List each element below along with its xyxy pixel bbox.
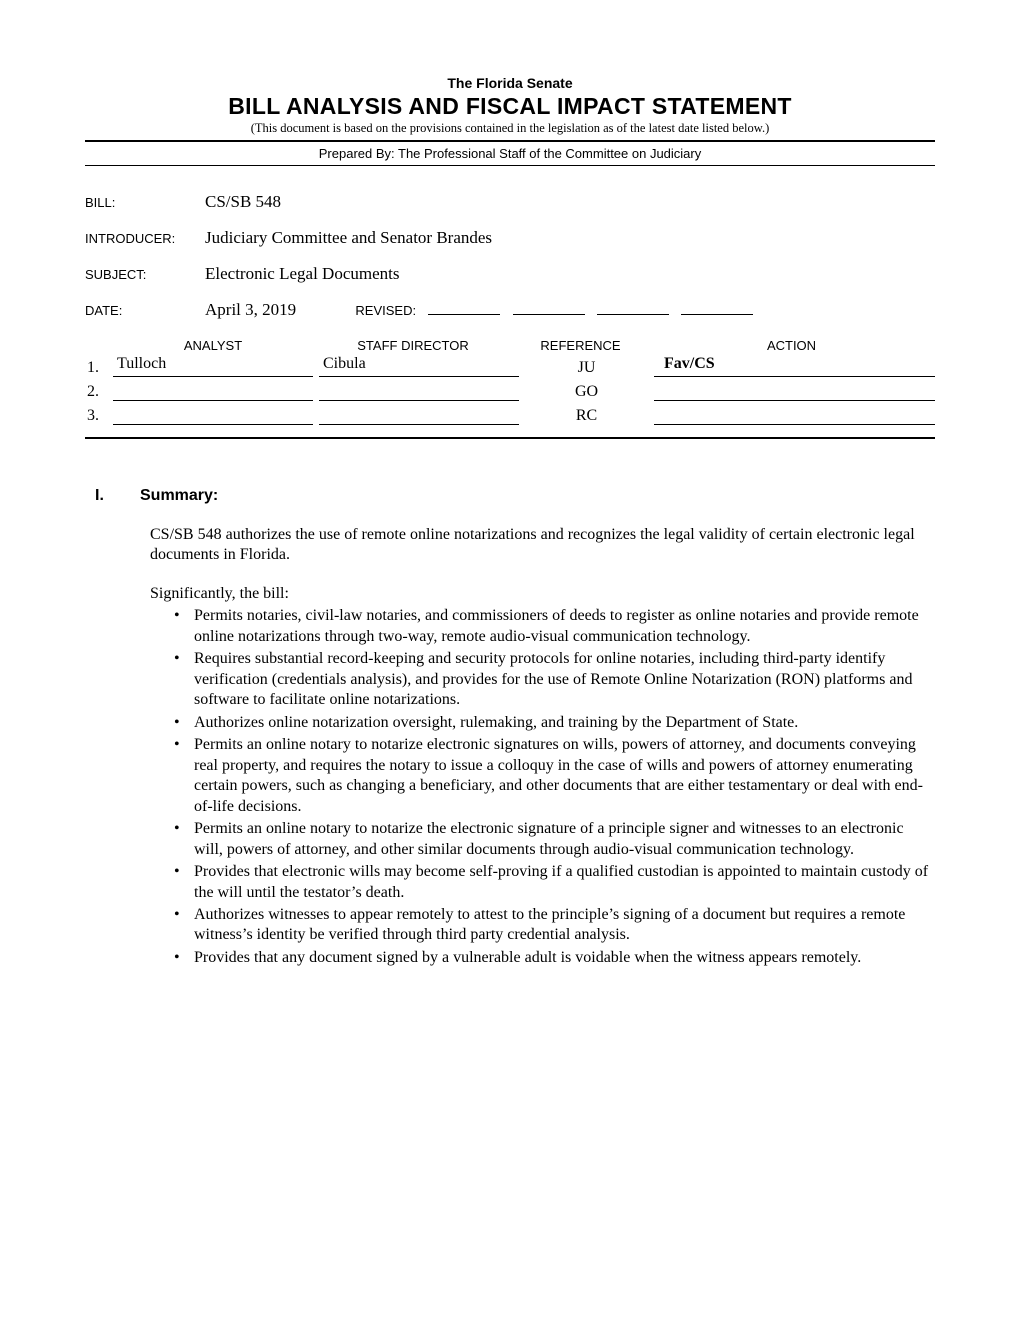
routing-row: 3. RC — [85, 401, 935, 425]
row-num: 2. — [85, 383, 113, 401]
section-heading: I. Summary: — [85, 487, 935, 505]
bullet-item: Authorizes online notarization oversight… — [174, 713, 935, 733]
bill-label: BILL: — [85, 184, 205, 220]
row-director — [319, 403, 519, 425]
rule-bottom — [85, 437, 935, 439]
col-action-header: ACTION — [648, 338, 935, 353]
row-action: Fav/CS — [654, 355, 935, 377]
row-reference: GO — [519, 383, 654, 401]
date-label: DATE: — [85, 292, 205, 328]
section-title: Summary: — [140, 487, 218, 505]
document-note: (This document is based on the provision… — [85, 121, 935, 136]
prepared-by: Prepared By: The Professional Staff of t… — [85, 142, 935, 166]
summary-intro: CS/SB 548 authorizes the use of remote o… — [150, 525, 935, 566]
bullet-item: Permits an online notary to notarize ele… — [174, 735, 935, 817]
row-analyst — [113, 403, 313, 425]
row-action — [654, 403, 935, 425]
introducer-value: Judiciary Committee and Senator Brandes — [205, 220, 935, 256]
routing-header: ANALYST STAFF DIRECTOR REFERENCE ACTION — [85, 338, 935, 353]
row-director: Cibula — [319, 355, 519, 377]
date-value: April 3, 2019 REVISED: — [205, 292, 935, 328]
row-action — [654, 379, 935, 401]
row-analyst: Tulloch — [113, 355, 313, 377]
revised-label: REVISED: — [300, 303, 416, 318]
row-analyst — [113, 379, 313, 401]
bullet-item: Permits an online notary to notarize the… — [174, 819, 935, 860]
bullet-item: Authorizes witnesses to appear remotely … — [174, 905, 935, 946]
col-analyst-header: ANALYST — [113, 338, 313, 353]
document-header: The Florida Senate BILL ANALYSIS AND FIS… — [85, 75, 935, 136]
summary-bullets: Permits notaries, civil-law notaries, an… — [150, 606, 935, 968]
meta-table: BILL: CS/SB 548 INTRODUCER: Judiciary Co… — [85, 184, 935, 328]
revised-blank-1 — [428, 301, 500, 315]
summary-lead: Significantly, the bill: — [150, 584, 935, 604]
row-num: 1. — [85, 359, 113, 377]
bullet-item: Provides that any document signed by a v… — [174, 948, 935, 968]
bullet-item: Provides that electronic wills may becom… — [174, 862, 935, 903]
row-num: 3. — [85, 407, 113, 425]
row-director — [319, 379, 519, 401]
col-director-header: STAFF DIRECTOR — [313, 338, 513, 353]
row-reference: RC — [519, 407, 654, 425]
senate-name: The Florida Senate — [85, 75, 935, 91]
bullet-item: Permits notaries, civil-law notaries, an… — [174, 606, 935, 647]
subject-value: Electronic Legal Documents — [205, 256, 935, 292]
summary-body: CS/SB 548 authorizes the use of remote o… — [150, 525, 935, 968]
subject-label: SUBJECT: — [85, 256, 205, 292]
revised-blank-2 — [513, 301, 585, 315]
row-action-text: Fav/CS — [664, 355, 715, 372]
col-reference-header: REFERENCE — [513, 338, 648, 353]
revised-blank-3 — [597, 301, 669, 315]
routing-row: 2. GO — [85, 377, 935, 401]
row-reference: JU — [519, 359, 654, 377]
date-text: April 3, 2019 — [205, 300, 296, 319]
routing-row: 1. Tulloch Cibula JU Fav/CS — [85, 353, 935, 377]
revised-blank-4 — [681, 301, 753, 315]
document-title: BILL ANALYSIS AND FISCAL IMPACT STATEMEN… — [85, 93, 935, 120]
introducer-label: INTRODUCER: — [85, 220, 205, 256]
bullet-item: Requires substantial record-keeping and … — [174, 649, 935, 710]
section-number: I. — [85, 487, 140, 505]
bill-value: CS/SB 548 — [205, 184, 935, 220]
routing-table: ANALYST STAFF DIRECTOR REFERENCE ACTION … — [85, 338, 935, 425]
